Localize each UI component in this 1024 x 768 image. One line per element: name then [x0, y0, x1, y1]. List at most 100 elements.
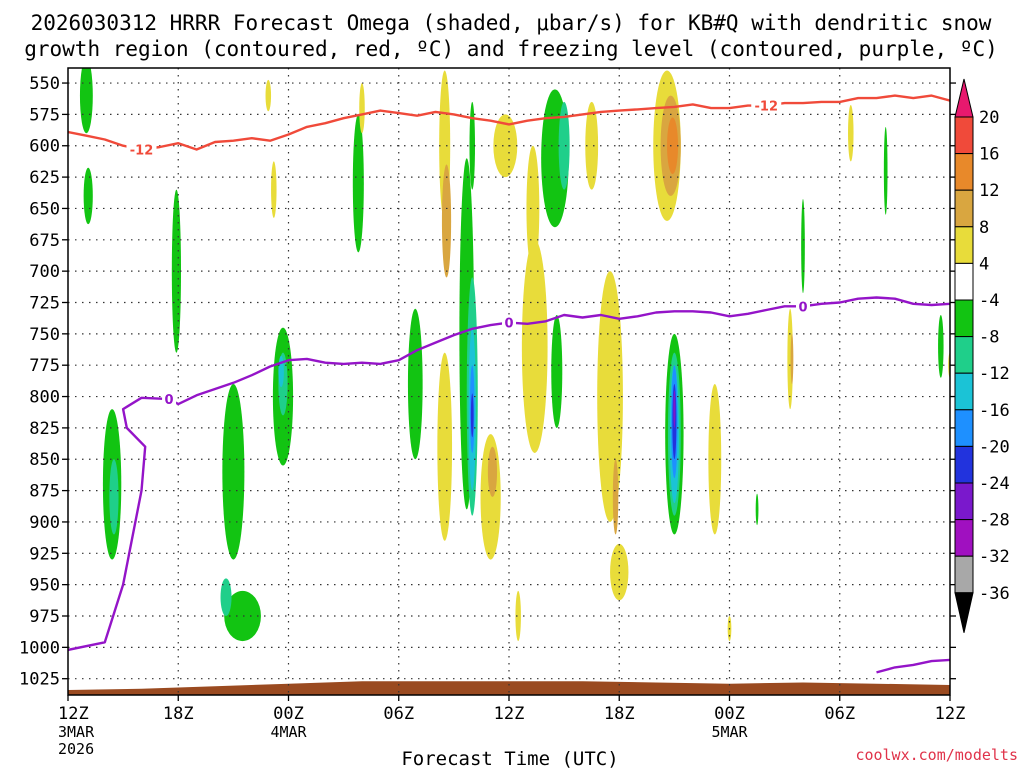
colorbar-bin--24 — [954, 445, 974, 484]
dgz-contour-line — [68, 94, 950, 151]
omega-cell-7 — [220, 578, 232, 616]
omega-cell-28 — [487, 446, 498, 497]
colorbar-top-arrow — [954, 78, 974, 118]
freezing-contour-label-2-bg — [796, 298, 810, 314]
colorbar-bin--36 — [954, 555, 974, 594]
colorbar-label-8: 8 — [979, 218, 989, 238]
colorbar-label-20: 20 — [979, 108, 999, 128]
omega-cell-49 — [708, 384, 722, 535]
y-tick-label-775: 775 — [29, 356, 60, 376]
y-tick-label-750: 750 — [29, 325, 60, 345]
x-tick-label-6: 18Z — [163, 704, 194, 724]
dgz-contour-label-1: -12 — [755, 100, 779, 115]
y-tick-label-725: 725 — [29, 293, 60, 313]
omega-cell-32 — [515, 590, 521, 642]
x-tick-label-42: 06Z — [824, 704, 855, 724]
omega-cell-52 — [787, 308, 793, 410]
omega-cell-26 — [469, 101, 476, 190]
omega-cell-57 — [938, 315, 944, 378]
freezing-contour-label-0: 0 — [165, 393, 174, 408]
colorbar-bin--28 — [954, 482, 974, 521]
gridlines — [68, 68, 950, 695]
omega-cell-20 — [441, 164, 452, 278]
freezing-contour-label-0-bg — [162, 391, 177, 407]
omega-cell-31 — [521, 239, 548, 453]
y-tick-label-575: 575 — [29, 105, 60, 125]
y-tick-label-900: 900 — [29, 513, 60, 533]
omega-cell-30 — [526, 145, 540, 272]
colorbar-label-4: 4 — [979, 254, 989, 274]
colorbar-label-16: 16 — [979, 145, 999, 165]
omega-cell-36 — [585, 101, 599, 190]
y-tick-label-1000: 1000 — [19, 638, 60, 658]
y-tick-label-950: 950 — [29, 576, 60, 596]
y-tick-label-850: 850 — [29, 450, 60, 470]
x-date-label-0: 3MAR — [58, 723, 95, 741]
omega-cell-53 — [790, 333, 794, 385]
omega-cell-25 — [470, 393, 474, 438]
colorbar-label--28: -28 — [979, 511, 1010, 531]
y-tick-label-700: 700 — [29, 262, 60, 282]
omega-cell-9 — [265, 79, 272, 112]
y-tick-label-650: 650 — [29, 199, 60, 219]
x-date-label-12: 4MAR — [270, 723, 307, 741]
chart-title-line-1: 2026030312 HRRR Forecast Omega (shaded, … — [31, 11, 992, 35]
dgz-contour-label-0: -12 — [130, 144, 154, 159]
omega-cell-17 — [437, 352, 453, 541]
dgz-contour-label-0-bg — [126, 141, 157, 157]
colorbar-bin--12 — [954, 336, 974, 374]
freezing-contour-label-2: 0 — [798, 300, 807, 315]
x-tick-label-30: 18Z — [604, 704, 635, 724]
y-tick-label-550: 550 — [29, 74, 60, 94]
y-tick-label-975: 975 — [29, 607, 60, 627]
colorbar-bin--20 — [954, 409, 974, 447]
colorbar-bottom-arrow — [954, 592, 974, 633]
omega-cell-42 — [667, 117, 679, 174]
x-date-label-36: 5MAR — [711, 723, 748, 741]
y-axis-ticks: 550 575 600 625 650 675 700 725 750 775 800 825 850 8… — [19, 74, 956, 690]
x-tick-label-0: 12Z — [58, 704, 89, 724]
y-tick-label-1025: 1025 — [19, 670, 60, 690]
omega-cell-12 — [278, 355, 284, 388]
omega-cell-14 — [359, 83, 365, 134]
omega-cell-5 — [222, 384, 245, 560]
omega-cell-55 — [848, 104, 854, 162]
chart-title-line-2: growth region (contoured, red, ºC) and f… — [24, 37, 998, 61]
omega-cell-34 — [558, 101, 570, 190]
dgz-contour-label-1-bg — [751, 97, 782, 113]
colorbar-label--16: -16 — [979, 401, 1010, 421]
freezing-level-surface-contour — [876, 658, 950, 674]
y-tick-label-875: 875 — [29, 482, 60, 502]
colorbar-bin-4 — [954, 226, 974, 264]
x-tick-label-48: 12Z — [935, 704, 966, 724]
x-axis-label: Forecast Time (UTC) — [401, 748, 618, 768]
omega-cell-56 — [883, 126, 888, 215]
y-tick-label-625: 625 — [29, 168, 60, 188]
colorbar-bin-16 — [954, 116, 974, 155]
omega-cell-6 — [224, 590, 261, 642]
y-tick-label-600: 600 — [29, 137, 60, 157]
freezing-contour-label-1: 0 — [504, 317, 513, 332]
y-tick-label-925: 925 — [29, 544, 60, 564]
colorbar-label--20: -20 — [979, 437, 1010, 457]
colorbar-label-12: 12 — [979, 181, 999, 201]
omega-cell-37 — [597, 271, 623, 522]
contours: -12 -12 0 0 0 — [68, 94, 950, 674]
colorbar-label--32: -32 — [979, 547, 1010, 567]
omega-cell-8 — [271, 161, 277, 218]
y-tick-label-675: 675 — [29, 231, 60, 251]
freezing-contour-label-1-bg — [502, 314, 516, 330]
omega-cell-51 — [755, 493, 759, 526]
colorbar: 20 16 12 8 4 -4 -8 -12 -16 -20 -24 -28 -32 -36 — [954, 78, 1010, 633]
colorbar-label--36: -36 — [979, 584, 1010, 604]
omega-cell-29 — [493, 114, 518, 178]
omega-cell-0 — [79, 68, 93, 134]
omega-cell-1 — [83, 167, 93, 225]
omega-cell-13 — [352, 114, 364, 253]
colorbar-label--12: -12 — [979, 364, 1010, 384]
omega-cell-39 — [612, 459, 619, 535]
colorbar-bin-8 — [954, 189, 974, 228]
colorbar-label--24: -24 — [979, 474, 1010, 494]
